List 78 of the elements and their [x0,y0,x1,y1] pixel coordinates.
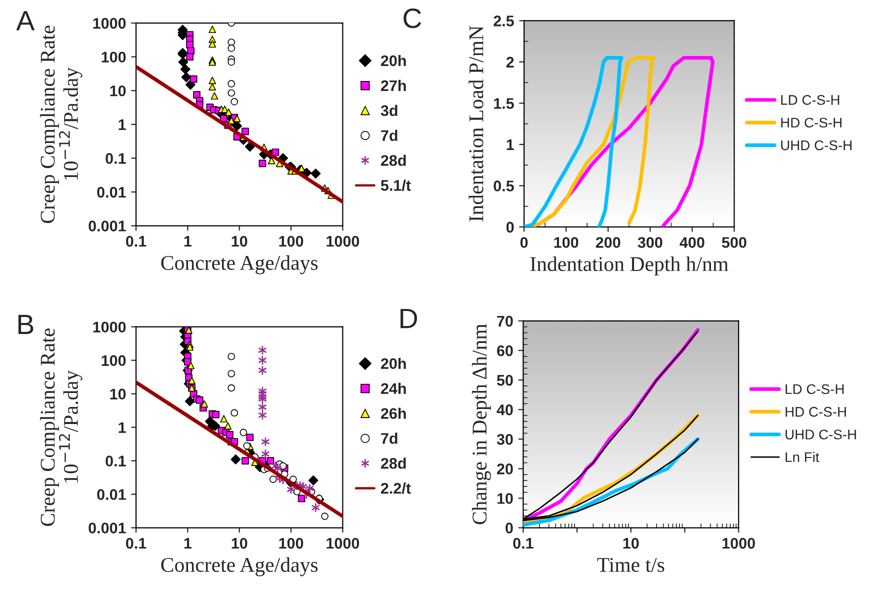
legend-label: Ln Fit [786,452,820,462]
legend-label: LD C-S-H [786,384,844,394]
y-tick-label: 1000 [93,322,126,333]
y-tick-label: 100 [102,52,126,63]
x-tick-label: 0 [520,237,528,248]
y-tick-label: 40 [496,404,513,416]
text: C [404,8,422,28]
y-tick-label: 0.01 [97,489,126,500]
x-tick-label: 0.1 [126,236,146,247]
y-tick-label: 0.001 [88,522,126,534]
x-tick-label: 100 [554,237,578,248]
x-tick-label: 500 [722,237,746,248]
y-axis-title: Creep Compliance Rate 10$^{−12}$/Pa.day [40,26,82,224]
y-tick-label: 1 [118,119,126,130]
x-axis-title: Concrete Age/days [161,557,318,576]
x-tick-label: 0.1 [513,538,534,549]
y-tick-label: 20 [497,464,513,474]
x-tick-label: 1 [184,236,192,247]
y-tick-label: 0 [506,522,513,534]
legend-label: 20h [380,358,406,370]
x-tick-label: 1000 [326,538,360,549]
text: A [16,11,35,30]
x-tick-label: 1000 [326,236,360,247]
x-tick-label: 10 [232,236,248,247]
legend-label: HD C-S-H [781,118,842,128]
legend-label: HD C-S-H [786,406,846,417]
y-tick-label: 60 [497,345,513,356]
y-tick-label: 1 [506,139,514,150]
y-tick-label: 1000 [93,18,126,29]
y-tick-label: 50 [496,374,513,386]
y-tick-label: 0.5 [494,180,514,192]
legend-label: 28d [380,458,406,469]
y-tick-label: 0 [506,222,514,233]
x-tick-label: 400 [680,237,704,248]
legend-label: 2.2/t [380,482,411,494]
x-axis-title: Time t/s [597,558,664,572]
legend-label: LD C-S-H [781,95,840,105]
y-tick-label: 2.5 [494,16,514,26]
y-tick-label: 2 [506,56,514,68]
x-tick-label: 1000 [722,538,755,549]
legend-label: 24h [380,382,406,394]
x-tick-label: 100 [279,538,304,549]
y-tick-label: 10 [110,388,126,400]
legend-label: 7d [381,432,398,444]
text: D [400,308,418,328]
y-tick-label: 0.01 [97,186,126,198]
y-tick-label: 0.1 [106,153,126,164]
legend-label: 5.1/t [380,180,411,191]
y-tick-label: 10 [110,85,126,96]
y-tick-label: 30 [496,434,513,445]
x-tick-label: 0.1 [126,538,146,549]
legend-label: 7d [381,130,398,141]
x-tick-label: 200 [596,237,620,248]
legend-label: 28d [380,154,406,166]
y-tick-label: 1 [118,422,126,433]
y-axis-title: Creep Compliance Rate 10$^{−12}$/Pa.day [40,328,82,526]
legend-label: UHD C-S-H [781,140,852,150]
text: B [18,314,34,334]
legend-label: 20h [380,54,406,66]
y-axis-title: Indentation Load P/mN [468,26,484,222]
x-tick-label: 100 [279,236,304,247]
x-tick-label: 10 [232,538,248,549]
y-tick-label: 70 [497,316,513,327]
legend-label: UHD C-S-H [786,430,856,440]
legend-label: 3d [380,104,398,116]
y-tick-label: 100 [102,355,126,366]
y-tick-label: 10 [497,493,513,504]
x-tick-label: 1 [184,538,192,549]
x-axis-title: Concrete Age/days [161,255,318,274]
legend-label: 26h [380,408,406,419]
y-tick-label: 0.1 [106,456,126,466]
x-tick-label: 10 [623,538,639,549]
y-tick-label: 0.001 [88,220,126,232]
y-axis-title: Change in Depth Δh/nm [472,324,491,524]
legend-label: 27h [380,80,406,91]
x-tick-label: 300 [638,237,662,248]
x-axis-title: Indentation Depth h/nm [530,256,728,276]
y-tick-label: 1.5 [494,98,514,109]
